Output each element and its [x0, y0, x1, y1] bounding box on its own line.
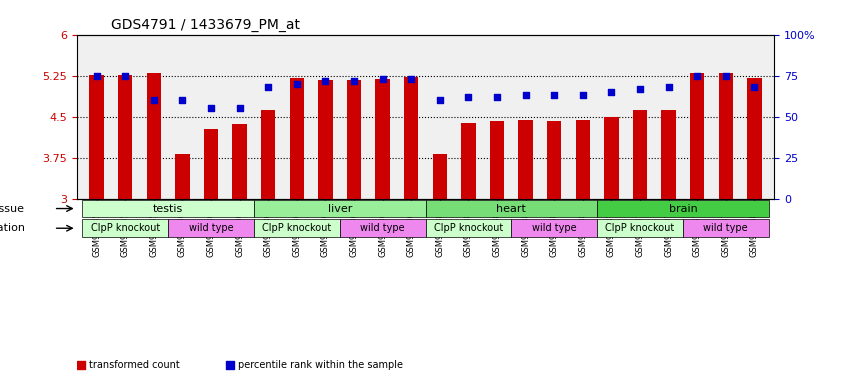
Text: wild type: wild type [704, 223, 748, 233]
Bar [575, 121, 590, 199]
Text: genotype/variation: genotype/variation [0, 223, 26, 233]
Point [604, 89, 618, 95]
Point [204, 105, 218, 111]
Bar [118, 75, 133, 199]
FancyBboxPatch shape [597, 200, 768, 217]
Bar [318, 80, 333, 199]
Text: ClpP knockout: ClpP knockout [605, 223, 675, 233]
Bar [633, 110, 647, 199]
Point [118, 73, 132, 79]
Point [690, 73, 704, 79]
Bar [89, 75, 104, 199]
FancyBboxPatch shape [83, 219, 168, 237]
Bar [289, 78, 304, 199]
Bar [690, 73, 705, 199]
Point [519, 92, 533, 98]
Bar [175, 154, 190, 199]
Bar [204, 129, 218, 199]
Bar [547, 121, 562, 199]
Bar [718, 73, 733, 199]
FancyBboxPatch shape [83, 200, 254, 217]
Point [747, 84, 761, 90]
Point [490, 94, 504, 100]
Point [175, 97, 189, 103]
Bar [404, 77, 419, 199]
Point [147, 97, 161, 103]
Text: brain: brain [669, 204, 697, 214]
Text: GDS4791 / 1433679_PM_at: GDS4791 / 1433679_PM_at [111, 18, 300, 32]
FancyBboxPatch shape [511, 219, 597, 237]
Text: liver: liver [328, 204, 352, 214]
Point [719, 73, 733, 79]
Point [318, 78, 332, 84]
Point [376, 76, 390, 82]
Text: wild type: wild type [189, 223, 233, 233]
Point [347, 78, 361, 84]
Text: wild type: wild type [532, 223, 576, 233]
Point [433, 97, 447, 103]
Text: wild type: wild type [360, 223, 405, 233]
Text: ClpP knockout: ClpP knockout [262, 223, 331, 233]
Bar [490, 121, 504, 199]
Bar [461, 123, 476, 199]
FancyBboxPatch shape [168, 219, 254, 237]
Point [404, 76, 418, 82]
Point [90, 73, 104, 79]
Text: percentile rank within the sample: percentile rank within the sample [238, 360, 403, 370]
FancyBboxPatch shape [597, 219, 683, 237]
Bar [604, 117, 619, 199]
FancyBboxPatch shape [254, 219, 340, 237]
Text: tissue: tissue [0, 204, 26, 214]
Bar [146, 73, 161, 199]
Bar [347, 80, 361, 199]
Bar [375, 79, 390, 199]
Bar [747, 78, 762, 199]
Point [321, 222, 334, 228]
Bar [432, 154, 447, 199]
Point [233, 105, 247, 111]
Point [290, 81, 304, 87]
Point [547, 92, 561, 98]
Text: transformed count: transformed count [89, 360, 180, 370]
Point [576, 92, 590, 98]
Point [261, 84, 275, 90]
Bar [232, 124, 247, 199]
Text: heart: heart [496, 204, 526, 214]
Text: ClpP knockout: ClpP knockout [90, 223, 160, 233]
Bar [661, 109, 676, 199]
FancyBboxPatch shape [340, 219, 426, 237]
FancyBboxPatch shape [254, 200, 426, 217]
Point [662, 84, 676, 90]
Bar [261, 109, 276, 199]
FancyBboxPatch shape [683, 219, 768, 237]
Bar [518, 120, 533, 199]
Point [633, 86, 647, 92]
FancyBboxPatch shape [426, 200, 597, 217]
FancyBboxPatch shape [426, 219, 511, 237]
Point [461, 94, 475, 100]
Text: ClpP knockout: ClpP knockout [434, 223, 503, 233]
Text: testis: testis [153, 204, 183, 214]
